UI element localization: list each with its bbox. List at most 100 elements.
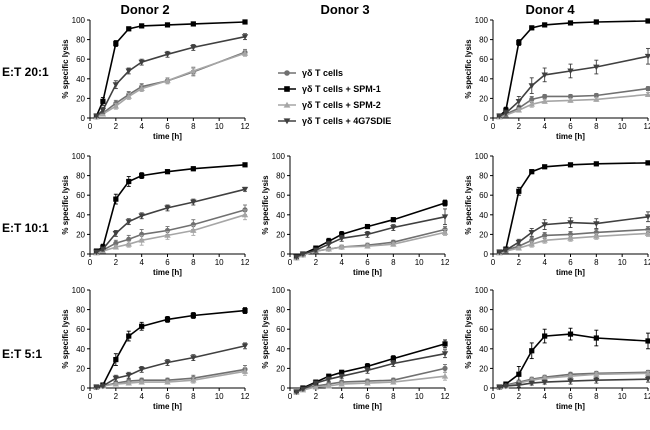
x-tick-label: 2 xyxy=(114,258,119,267)
x-tick-label: 0 xyxy=(88,392,93,401)
data-point xyxy=(338,373,345,380)
y-tick-label: 80 xyxy=(479,172,488,181)
data-point xyxy=(542,232,548,238)
y-tick-label: 0 xyxy=(81,384,86,393)
data-point xyxy=(164,360,171,366)
y-tick-label: 100 xyxy=(272,286,286,295)
data-point xyxy=(593,64,600,71)
data-point xyxy=(542,22,548,28)
data-point xyxy=(93,113,100,120)
y-tick-label: 0 xyxy=(484,250,489,259)
y-tick-label: 80 xyxy=(76,172,85,181)
series-triangle-down xyxy=(93,186,249,256)
data-point xyxy=(541,72,548,79)
panel-2-2: 0 20 40 60 80 100 0 2 4 6 8 10 12 time [h] % specific … xyxy=(464,286,650,411)
series-line xyxy=(498,20,649,117)
x-tick-label: 4 xyxy=(542,258,547,267)
data-point xyxy=(293,254,300,261)
data-point xyxy=(567,162,574,168)
x-tick-label: 4 xyxy=(542,392,547,401)
data-point xyxy=(541,379,548,386)
x-tick-label: 0 xyxy=(288,392,293,401)
data-point xyxy=(312,380,320,387)
x-tick-label: 6 xyxy=(365,392,370,401)
data-point xyxy=(390,356,396,362)
data-point xyxy=(112,231,120,237)
data-point xyxy=(593,377,600,384)
x-tick-label: 12 xyxy=(644,392,650,401)
data-point xyxy=(338,380,345,387)
x-tick-label: 2 xyxy=(314,258,319,267)
data-point xyxy=(364,242,371,249)
data-point xyxy=(645,338,650,344)
data-point xyxy=(112,375,120,382)
x-tick-label: 8 xyxy=(191,122,196,131)
data-point xyxy=(515,382,523,389)
data-point xyxy=(567,373,574,379)
y-tick-label: 0 xyxy=(81,114,86,123)
legend-item-spm-2: γδ T cells + SPM-2 xyxy=(278,100,381,110)
data-point xyxy=(441,351,449,357)
data-point xyxy=(529,169,535,175)
y-tick-label: 40 xyxy=(76,75,85,84)
y-tick-label: 60 xyxy=(76,191,85,200)
y-tick-label: 60 xyxy=(479,325,488,334)
panel-2-0: 0 20 40 60 80 100 0 2 4 6 8 10 12 time [h] % specific … xyxy=(61,286,250,411)
data-point xyxy=(644,214,650,220)
x-tick-label: 0 xyxy=(491,258,496,267)
y-tick-label: 20 xyxy=(276,230,285,239)
data-point xyxy=(138,378,145,385)
legend-triangle-down-marker xyxy=(283,118,291,125)
data-point xyxy=(593,335,599,341)
donor-title-4: Donor 4 xyxy=(525,2,575,17)
data-point xyxy=(138,59,145,66)
data-point xyxy=(113,40,119,47)
data-point xyxy=(528,241,535,247)
y-tick-label: 40 xyxy=(479,75,488,84)
data-point xyxy=(567,220,574,226)
data-point xyxy=(113,196,119,202)
data-point xyxy=(644,230,650,236)
data-point xyxy=(528,101,535,107)
data-point xyxy=(100,98,106,104)
data-point xyxy=(138,213,145,219)
series-triangle-down xyxy=(293,349,449,396)
data-point xyxy=(390,225,397,231)
y-tick-label: 40 xyxy=(76,211,85,220)
x-tick-label: 0 xyxy=(491,392,496,401)
data-point xyxy=(645,18,650,24)
svg-text:γδ T cells + SPM-2: γδ T cells + SPM-2 xyxy=(302,100,381,110)
series-line xyxy=(499,378,649,388)
data-point xyxy=(542,164,548,170)
data-point xyxy=(112,380,120,387)
data-point xyxy=(125,219,132,225)
y-tick-label: 100 xyxy=(475,286,489,295)
data-point xyxy=(364,379,371,386)
data-point xyxy=(529,25,535,31)
data-point xyxy=(190,67,197,74)
series-triangle-up xyxy=(496,230,650,256)
data-point xyxy=(593,371,600,377)
data-point xyxy=(312,383,320,390)
data-point xyxy=(164,51,171,58)
y-tick-label: 40 xyxy=(76,345,85,354)
data-point xyxy=(125,372,132,379)
data-point xyxy=(339,231,345,237)
panel-0-2: 0 20 40 60 80 100 0 2 4 6 8 10 12 time [h] % specific … xyxy=(464,16,650,141)
y-tick-label: 80 xyxy=(76,306,85,315)
data-point xyxy=(93,249,100,256)
data-point xyxy=(164,77,171,84)
x-axis-title: time [h] xyxy=(153,132,182,141)
x-tick-label: 4 xyxy=(139,258,144,267)
data-point xyxy=(516,188,522,194)
y-tick-label: 20 xyxy=(76,364,85,373)
x-axis-title: time [h] xyxy=(153,268,182,277)
y-tick-label: 0 xyxy=(484,384,489,393)
x-tick-label: 12 xyxy=(441,258,450,267)
x-axis-title: time [h] xyxy=(556,268,585,277)
x-axis-title: time [h] xyxy=(353,402,382,411)
series-line xyxy=(96,370,246,388)
donor-title-2: Donor 2 xyxy=(120,2,169,17)
x-axis-title: time [h] xyxy=(556,402,585,411)
data-point xyxy=(644,53,650,60)
